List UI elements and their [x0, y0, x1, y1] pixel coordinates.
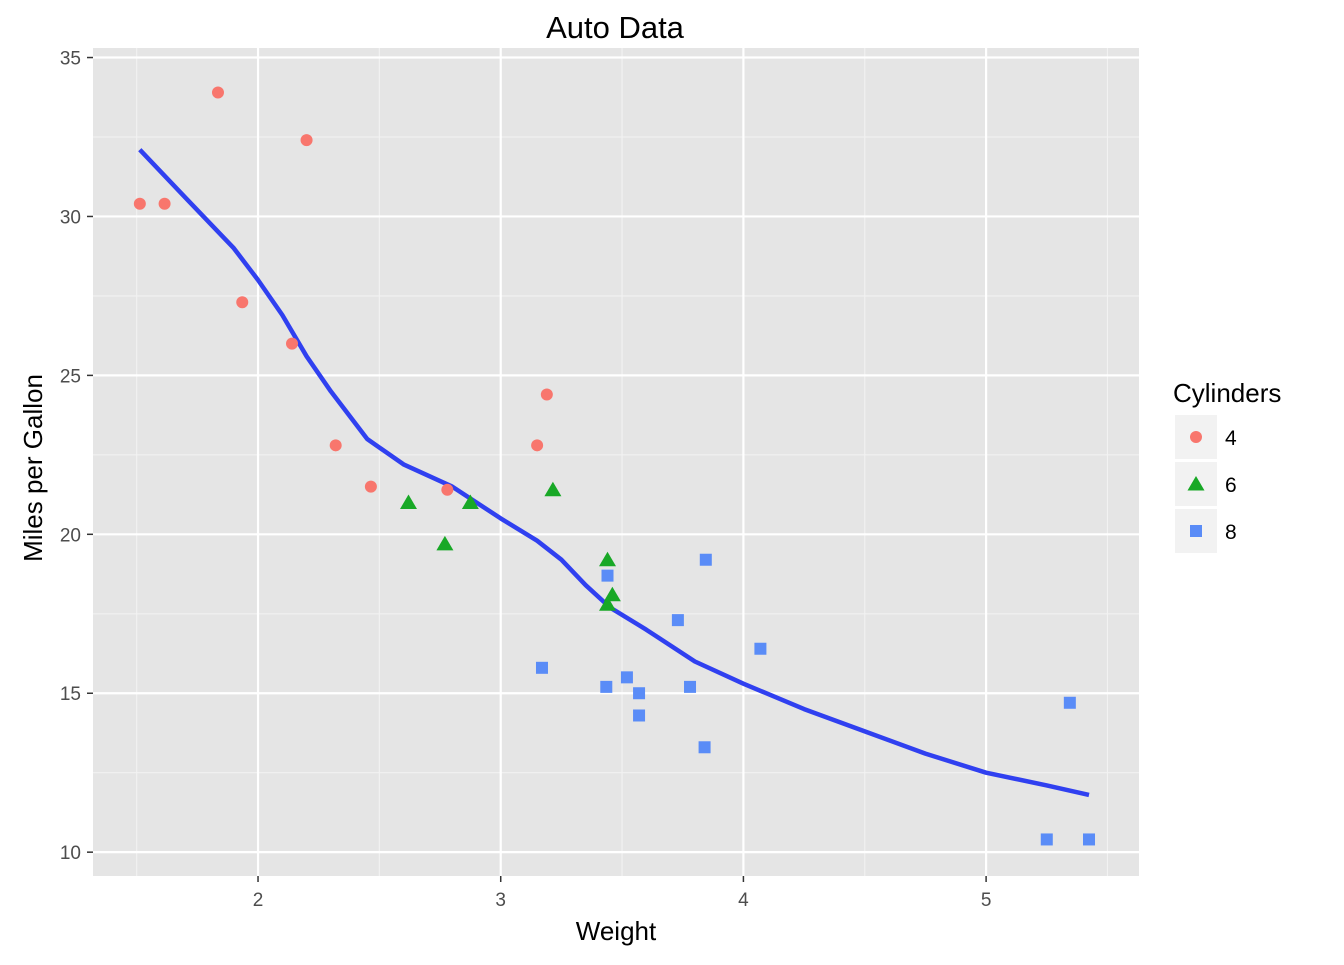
- legend-label: 4: [1225, 427, 1237, 450]
- data-point-cyl-4: [364, 480, 377, 493]
- data-point-cyl-6: [599, 551, 617, 567]
- x-tick-label: 3: [495, 890, 506, 911]
- data-point-cyl-4: [158, 197, 171, 210]
- loess-trend-line: [138, 148, 1090, 798]
- data-point-cyl-6: [544, 481, 562, 497]
- chart-title: Auto Data: [546, 10, 685, 45]
- major-gridlines: [93, 48, 1139, 876]
- x-axis-title: Weight: [576, 916, 657, 946]
- y-tick-label: 25: [60, 366, 81, 387]
- y-tick-label: 20: [60, 525, 81, 546]
- data-point-cyl-6: [436, 535, 454, 551]
- data-point-cyl-4: [441, 483, 454, 496]
- y-tick-label: 10: [60, 843, 81, 864]
- data-point-cyl-8: [699, 553, 712, 566]
- data-point-cyl-8: [601, 569, 614, 582]
- data-point-cyl-4: [211, 86, 224, 99]
- y-axis: 10 15 20 25 30 35: [60, 49, 93, 864]
- y-tick-label: 35: [60, 49, 81, 70]
- data-point-cyl-8: [1063, 696, 1076, 709]
- y-axis-title: Miles per Gallon: [18, 374, 48, 562]
- data-point-cyl-8: [633, 709, 646, 722]
- data-point-cyl-8: [698, 741, 711, 754]
- legend-key-triangle: [1187, 476, 1205, 491]
- data-point-cyl-8: [754, 642, 767, 655]
- plot-panel: [93, 48, 1139, 876]
- minor-gridlines: [93, 48, 1139, 876]
- data-point-cyl-6: [599, 596, 617, 611]
- data-point-cyl-4: [329, 439, 342, 452]
- data-point-cyl-4: [540, 388, 553, 401]
- legend-key-square: [1190, 525, 1202, 537]
- data-point-cyl-8: [633, 687, 646, 700]
- data-point-cyl-8: [600, 680, 613, 693]
- data-point-cyl-8: [1083, 833, 1096, 846]
- legend-key-circle: [1190, 431, 1202, 443]
- data-point-cyl-8: [684, 680, 697, 693]
- data-point-cyl-6: [603, 586, 621, 602]
- data-point-cyl-4: [236, 296, 249, 309]
- data-point-cyl-4: [300, 134, 313, 147]
- points-layer: [133, 86, 1096, 846]
- legend-label: 8: [1225, 521, 1237, 544]
- y-tick-label: 15: [60, 684, 81, 705]
- data-point-cyl-8: [671, 614, 684, 627]
- data-point-cyl-8: [620, 671, 633, 684]
- data-point-cyl-4: [286, 337, 299, 350]
- legend-label: 6: [1225, 474, 1237, 497]
- data-point-cyl-6: [461, 494, 479, 510]
- x-tick-label: 4: [738, 890, 749, 911]
- legend-title: Cylinders: [1173, 378, 1281, 408]
- data-point-cyl-8: [1040, 833, 1053, 846]
- data-point-cyl-4: [531, 439, 544, 452]
- legend: Cylinders 4 6 8: [1173, 378, 1281, 553]
- x-tick-label: 5: [981, 890, 992, 911]
- trend-layer: [138, 148, 1090, 798]
- x-tick-label: 2: [253, 890, 264, 911]
- y-tick-label: 30: [60, 207, 81, 228]
- data-point-cyl-8: [535, 661, 548, 674]
- x-axis: 2 3 4 5: [253, 876, 992, 911]
- data-point-cyl-6: [399, 494, 417, 510]
- data-point-cyl-4: [133, 197, 146, 210]
